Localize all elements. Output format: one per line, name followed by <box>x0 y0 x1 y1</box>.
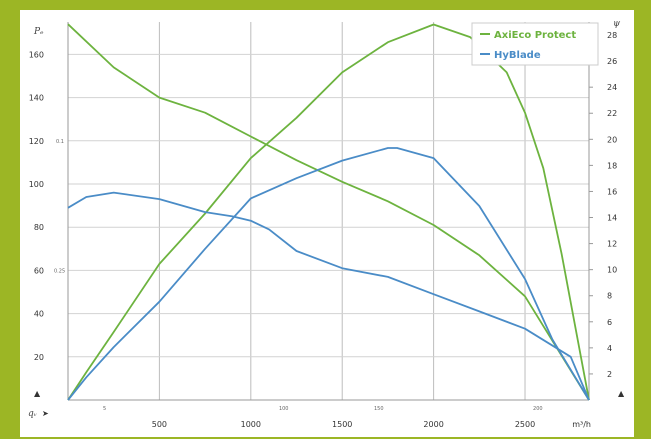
y-right-tick-label: 10 <box>607 266 617 275</box>
y-right-tick-label: 12 <box>607 240 617 249</box>
y-right-tick-label: 14 <box>607 214 617 223</box>
hyblade-efficiency-line <box>67 147 590 401</box>
y-left-tick-label: 120 <box>29 137 44 146</box>
performance-chart: 500 1000 1500 2000 2500 m³/h20406080100120140… <box>28 19 625 429</box>
y-right-tick-label: 22 <box>607 109 617 118</box>
minor-bottom-label: 100 <box>279 406 289 412</box>
grid <box>68 22 593 400</box>
minor-bottom-label: 200 <box>533 406 543 412</box>
y-left-tick-label: 100 <box>29 180 44 189</box>
x-tick-label: 2500 <box>515 420 535 429</box>
legend-label-hyblade: HyBlade <box>494 50 541 61</box>
minor-bottom-label: 5 <box>103 406 106 412</box>
minor-left-label: 0.25 <box>54 268 65 274</box>
hyblade-pressure-line <box>67 191 590 401</box>
bottom-axis-symbol: qᵥ <box>28 409 37 419</box>
axes <box>67 22 590 401</box>
y-right-tick-label: 2 <box>607 370 612 379</box>
y-right-tick-label: 28 <box>607 31 617 40</box>
y-right-tick-label: 16 <box>607 187 617 196</box>
x-unit-label: m³/h <box>572 420 591 429</box>
series-lines <box>67 23 590 401</box>
axieco-protect-efficiency-line <box>67 23 590 401</box>
y-left-tick-label: 160 <box>29 50 44 59</box>
y-right-tick-label: 4 <box>607 344 612 353</box>
left-axis-symbol: Pₑ <box>33 27 44 37</box>
right-axis-arrow: ▲ <box>618 389 625 398</box>
y-right-tick-label: 20 <box>607 135 617 144</box>
minor-bottom-label: 150 <box>374 406 384 412</box>
y-left-tick-label: 20 <box>34 353 44 362</box>
y-left-tick-label: 140 <box>29 94 44 103</box>
legend-box <box>471 22 599 66</box>
y-right-tick-label: 26 <box>607 57 617 66</box>
legend-label-axieco: AxiEco Protect <box>494 30 576 41</box>
chart-panel: 500 1000 1500 2000 2500 m³/h 20 40 60 80 100 120 140… <box>20 10 634 437</box>
y-left-tick-label: 40 <box>34 310 44 319</box>
y-left-tick-label: 60 <box>34 266 44 275</box>
right-axis-symbol: ψ <box>613 19 621 29</box>
y-right-tick-label: 18 <box>607 161 617 170</box>
x-tick-label: 1000 <box>241 420 261 429</box>
y-right-tick-label: 24 <box>607 83 617 92</box>
left-axis-arrow: ▲ <box>34 389 41 398</box>
bottom-axis-arrow: ➤ <box>42 409 49 418</box>
legend: AxiEco Protect HyBlade <box>471 22 599 66</box>
x-tick-label: 1500 <box>332 420 352 429</box>
y-right-tick-label: 6 <box>607 318 612 327</box>
y-left-tick-label: 80 <box>34 223 44 232</box>
tick-labels: 500 1000 1500 2000 2500 m³/h20406080100120140… <box>28 19 625 429</box>
y-right-tick-label: 8 <box>607 292 612 301</box>
x-tick-label: 500 <box>152 420 167 429</box>
minor-left-label: 0.1 <box>56 139 64 145</box>
axieco-protect-pressure-line <box>67 23 590 401</box>
x-tick-label: 2000 <box>423 420 443 429</box>
